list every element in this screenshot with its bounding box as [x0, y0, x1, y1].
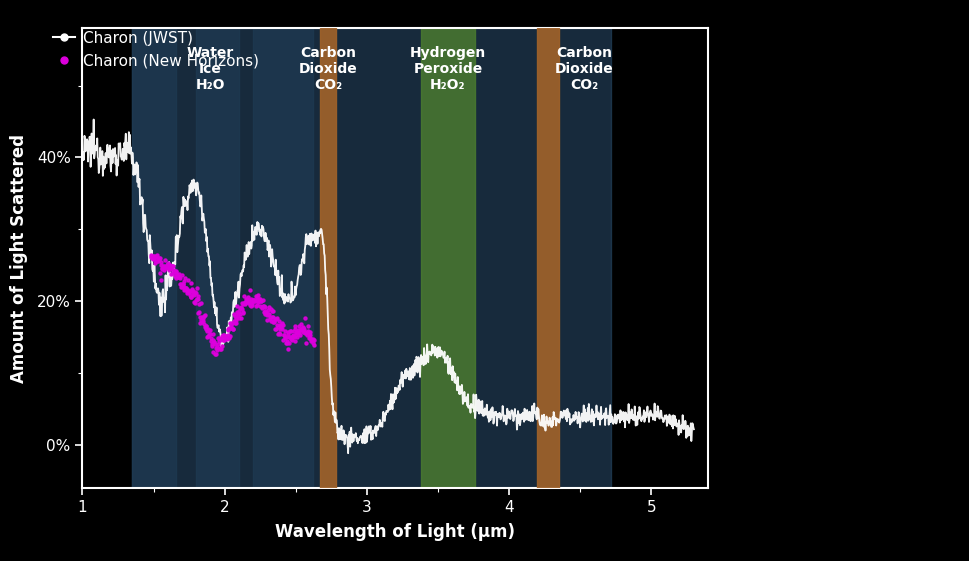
Text: Water
Ice
H₂O: Water Ice H₂O	[187, 46, 234, 93]
Y-axis label: Amount of Light Scattered: Amount of Light Scattered	[11, 134, 28, 383]
Bar	[253, 28, 312, 488]
Bar	[537, 28, 558, 488]
Bar	[196, 28, 238, 488]
Bar	[421, 28, 475, 488]
Bar	[132, 28, 610, 488]
Text: Hydrogen
Peroxide
H₂O₂: Hydrogen Peroxide H₂O₂	[409, 46, 485, 93]
Text: Carbon
Dioxide
CO₂: Carbon Dioxide CO₂	[554, 46, 613, 93]
Bar	[320, 28, 335, 488]
Legend: Charon (JWST), Charon (New Horizons): Charon (JWST), Charon (New Horizons)	[47, 25, 265, 74]
Text: Carbon
Dioxide
CO₂: Carbon Dioxide CO₂	[298, 46, 358, 93]
Bar	[132, 28, 176, 488]
X-axis label: Wavelength of Light (μm): Wavelength of Light (μm)	[275, 523, 515, 541]
